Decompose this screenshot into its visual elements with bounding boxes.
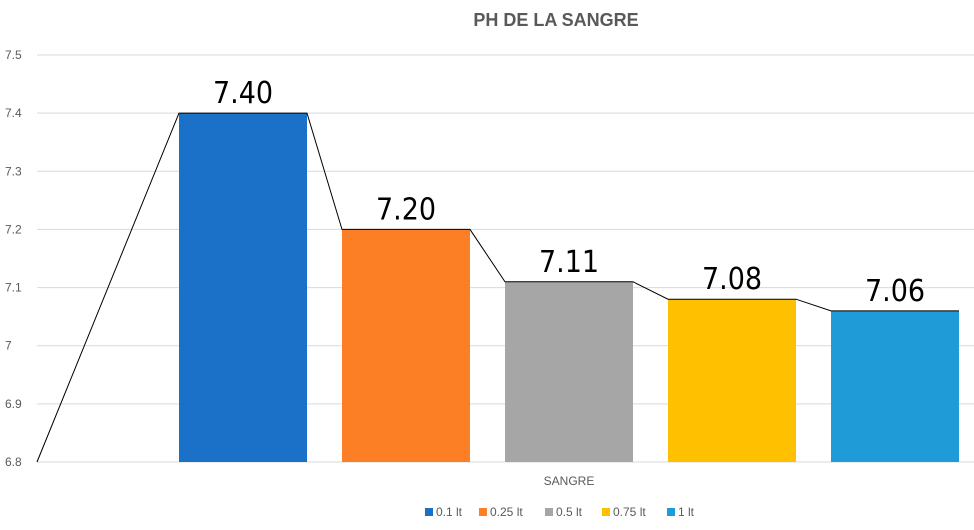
legend-swatch	[479, 508, 487, 516]
bar-0-1-lt	[179, 113, 307, 463]
legend-label: 0.25 lt	[490, 505, 523, 519]
legend-label: 0.1 lt	[436, 505, 463, 519]
y-tick-label: 7	[5, 339, 12, 353]
bars	[179, 113, 959, 463]
legend-swatch	[602, 508, 610, 516]
legend-label: 0.5 lt	[556, 505, 583, 519]
x-axis-label: SANGRE	[544, 474, 595, 488]
legend-item: 0.1 lt	[425, 505, 463, 519]
y-tick-label: 7.2	[5, 222, 22, 236]
bar-1-lt	[831, 310, 959, 462]
trend-polyline	[36, 112, 959, 463]
data-label: 7.11	[539, 245, 599, 280]
y-tick-label: 7.5	[5, 48, 22, 62]
legend-item: 0.75 lt	[602, 505, 646, 519]
legend-swatch	[545, 508, 553, 516]
legend-item: 1 lt	[667, 505, 695, 519]
y-tick-label: 7.4	[5, 106, 22, 120]
legend-item: 0.25 lt	[479, 505, 523, 519]
chart-title: PH DE LA SANGRE	[473, 10, 638, 30]
legend-item: 0.5 lt	[545, 505, 583, 519]
trend-line	[36, 112, 959, 463]
data-label: 7.08	[702, 262, 762, 297]
legend-label: 0.75 lt	[613, 505, 646, 519]
y-tick-label: 7.3	[5, 164, 22, 178]
legend-swatch	[667, 508, 675, 516]
bar-0-75-lt	[668, 299, 796, 462]
data-label: 7.40	[213, 76, 273, 111]
legend: 0.1 lt 0.25 lt 0.5 lt 0.75 lt 1 lt	[425, 505, 695, 519]
legend-swatch	[425, 508, 433, 516]
data-labels: 7.40 7.20 7.11 7.08 7.06	[213, 76, 925, 309]
data-label: 7.06	[865, 274, 925, 309]
y-tick-label: 7.1	[5, 281, 22, 295]
y-tick-label: 6.8	[5, 455, 22, 469]
bar-0-25-lt	[342, 229, 470, 462]
data-label: 7.20	[376, 192, 436, 227]
legend-label: 1 lt	[678, 505, 695, 519]
bar-0-5-lt	[505, 281, 633, 462]
y-axis-ticks: 6.8 6.9 7 7.1 7.2 7.3 7.4 7.5	[5, 48, 22, 469]
y-tick-label: 6.9	[5, 397, 22, 411]
